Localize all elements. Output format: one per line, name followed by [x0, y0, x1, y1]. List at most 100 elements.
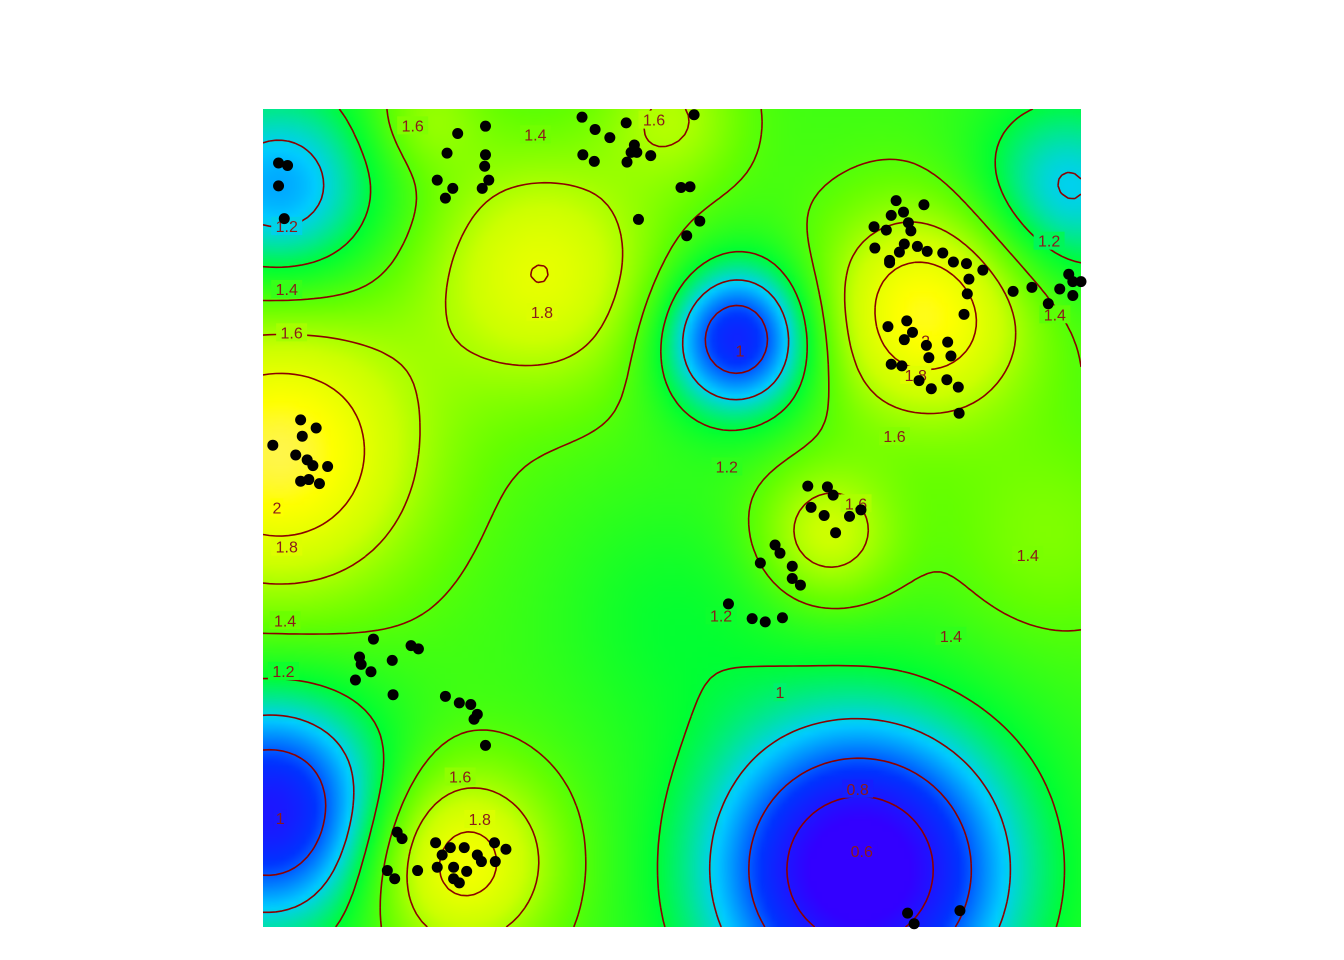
- data-point: [844, 510, 856, 522]
- contour-label-background: [397, 116, 429, 135]
- data-point: [1042, 298, 1054, 310]
- heatmap-surface: [263, 109, 1081, 927]
- data-point: [1054, 283, 1066, 295]
- data-point: [786, 573, 798, 585]
- data-point: [802, 480, 814, 492]
- data-point: [920, 339, 932, 351]
- data-point: [885, 358, 897, 370]
- data-point: [439, 690, 451, 702]
- data-point: [805, 501, 817, 513]
- data-point: [441, 147, 453, 159]
- data-point: [296, 430, 308, 442]
- data-point: [381, 865, 393, 877]
- data-point: [818, 510, 830, 522]
- data-point: [365, 666, 377, 678]
- data-point: [963, 273, 975, 285]
- data-point: [389, 873, 401, 885]
- contour-label-background: [444, 767, 476, 786]
- contour-label-background: [276, 323, 308, 342]
- data-point: [925, 383, 937, 395]
- data-point: [684, 181, 696, 193]
- data-point: [1075, 276, 1087, 288]
- contour-label: 1.4: [1044, 307, 1066, 324]
- contour-label-background: [269, 611, 301, 630]
- contour-line-1: [263, 139, 1081, 927]
- data-point: [355, 658, 367, 670]
- contour-label: 1.6: [883, 429, 905, 446]
- contour-label-background: [273, 809, 287, 828]
- data-point: [786, 560, 798, 572]
- data-point: [908, 918, 920, 930]
- data-point: [688, 109, 700, 121]
- data-point: [632, 213, 644, 225]
- contour-label-background: [842, 779, 874, 798]
- contour-label-background: [271, 537, 303, 556]
- data-point: [827, 489, 839, 501]
- data-point: [479, 739, 491, 751]
- data-point: [589, 123, 601, 135]
- data-point: [645, 150, 657, 162]
- contour-label-background: [526, 302, 558, 321]
- contour-label-background: [1033, 231, 1065, 250]
- data-point: [952, 381, 964, 393]
- data-point: [500, 843, 512, 855]
- data-point: [479, 160, 491, 172]
- data-point: [295, 414, 307, 426]
- data-point: [278, 213, 290, 225]
- data-point: [273, 180, 285, 192]
- contour-label-background: [271, 216, 303, 235]
- data-point: [444, 842, 456, 854]
- data-point: [921, 245, 933, 257]
- data-point: [412, 643, 424, 655]
- contour-label: 0.8: [847, 782, 869, 799]
- contour-line-1_2: [263, 109, 1081, 927]
- data-point: [295, 475, 307, 487]
- data-point: [488, 837, 500, 849]
- data-point: [1067, 276, 1079, 288]
- contour-label: 2: [272, 500, 281, 517]
- data-point: [273, 157, 285, 169]
- data-point: [448, 861, 460, 873]
- data-point: [387, 689, 399, 701]
- contour-line-0_8: [263, 304, 973, 927]
- data-point: [746, 613, 758, 625]
- data-point: [902, 907, 914, 919]
- contour-labels: 1.61.41.61.21.41.61.811.221.81.61.21.421…: [267, 110, 1071, 861]
- data-point: [447, 182, 459, 194]
- contour-label: 1.8: [276, 540, 298, 557]
- data-point: [821, 481, 833, 493]
- contour-label-background: [638, 110, 670, 129]
- data-point: [367, 633, 379, 645]
- data-point: [604, 132, 616, 144]
- contour-line-0_6: [786, 795, 934, 927]
- data-point: [901, 315, 913, 327]
- contour-label-background: [773, 683, 787, 702]
- data-point: [489, 856, 501, 868]
- data-point: [1026, 281, 1038, 293]
- contour-label-background: [878, 427, 910, 446]
- contour-label-background: [935, 626, 967, 645]
- data-point: [282, 159, 294, 171]
- data-point: [776, 612, 788, 624]
- data-point: [631, 146, 643, 158]
- data-point: [942, 336, 954, 348]
- contour-label: 1.2: [1038, 234, 1060, 251]
- contour-label: 1.8: [469, 812, 491, 829]
- data-point: [913, 375, 925, 387]
- data-point: [430, 837, 442, 849]
- data-point: [855, 504, 867, 516]
- data-point: [453, 697, 465, 709]
- data-point: [958, 308, 970, 320]
- contour-label-background: [267, 661, 299, 680]
- data-point: [754, 557, 766, 569]
- data-point: [675, 182, 687, 194]
- data-point: [896, 360, 908, 372]
- data-point: [483, 174, 495, 186]
- data-point: [313, 478, 325, 490]
- data-point: [911, 240, 923, 252]
- data-point: [893, 246, 905, 258]
- data-point: [290, 449, 302, 461]
- contour-label-background: [1039, 305, 1071, 324]
- data-point: [396, 833, 408, 845]
- data-point: [479, 120, 491, 132]
